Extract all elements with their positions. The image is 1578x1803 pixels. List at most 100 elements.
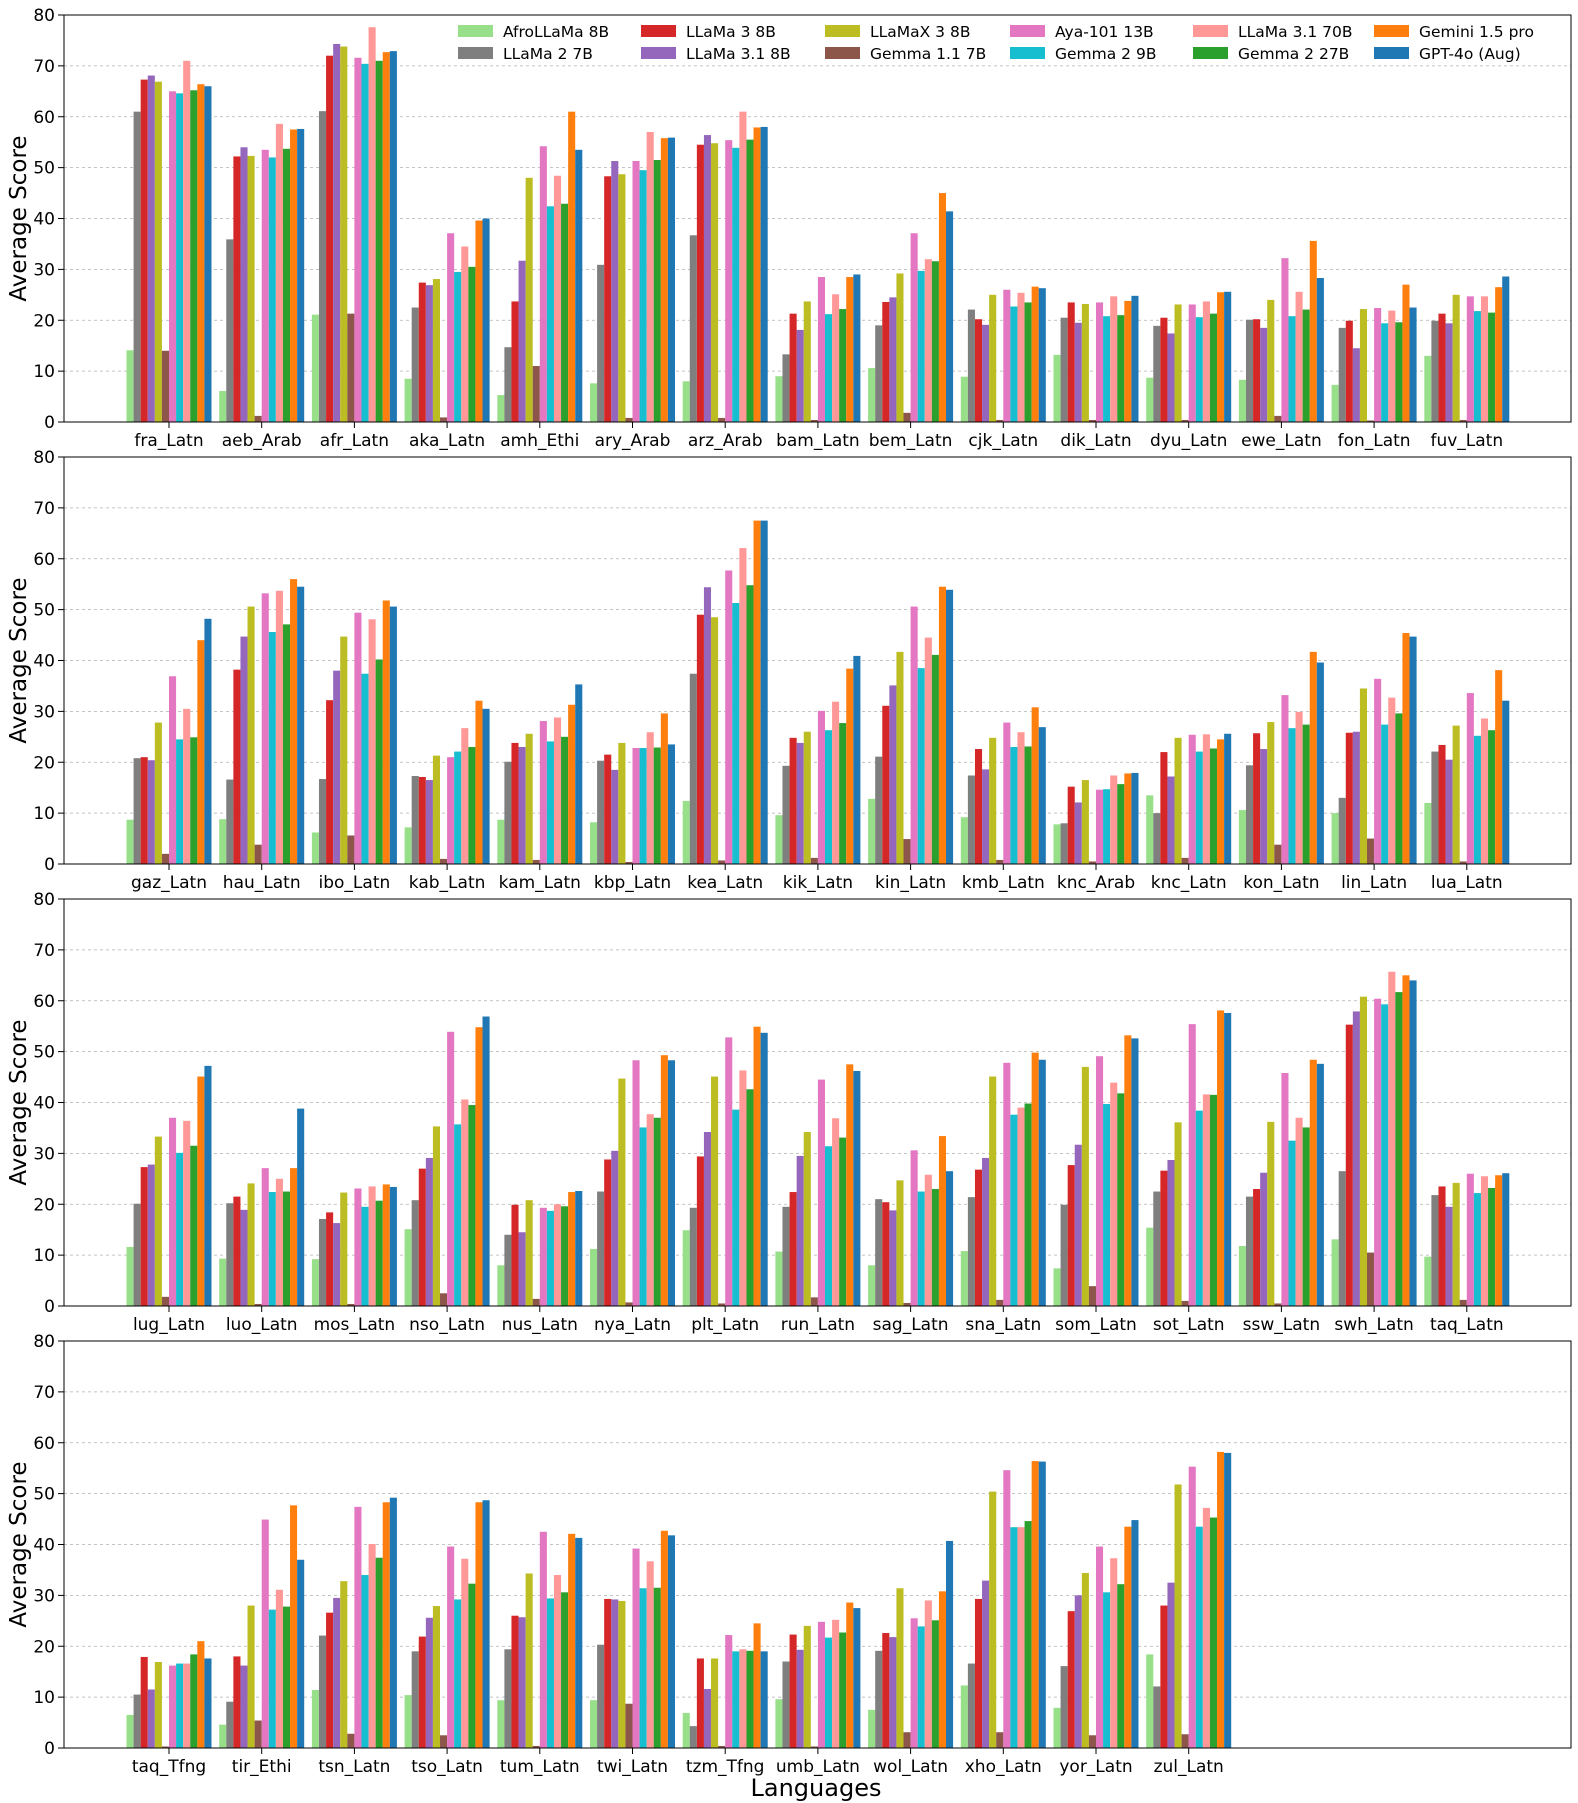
- bar-kea_Latn-llama-3-1-8b: [703, 587, 712, 864]
- bar-ary_Arab-gemma-2-9b: [639, 170, 647, 422]
- bar-dik_Latn-llamax-3-8b: [1081, 303, 1089, 422]
- legend-label: Gemma 2 9B: [1055, 45, 1156, 63]
- bar-sna_Latn-llama-2-7b: [967, 1197, 975, 1306]
- bar-amh_Ethi-gpt-4o-aug-: [575, 149, 583, 422]
- bar-aeb_Arab-gemma-1-1-7b: [254, 415, 262, 422]
- bar-kmb_Latn-gemma-2-9b: [1010, 746, 1018, 864]
- bar-nus_Latn-llama-3-8b: [511, 1204, 519, 1306]
- bar-lua_Latn-llama-3-1-8b: [1445, 759, 1453, 864]
- bar-sna_Latn-llama-3-1-70b: [1017, 1107, 1025, 1306]
- bar-taq_Latn-llamax-3-8b: [1452, 1182, 1460, 1306]
- bar-ewe_Latn-llamax-3-8b: [1267, 299, 1275, 422]
- bar-kea_Latn-gemma-1-1-7b: [718, 860, 726, 864]
- bar-swh_Latn-llamax-3-8b: [1359, 996, 1368, 1306]
- x-tick-label: aeb_Arab: [222, 431, 302, 451]
- bar-ary_Arab-llama-3-1-70b: [646, 132, 654, 422]
- bar-taq_Tfng-llama-2-7b: [133, 1694, 141, 1748]
- bar-bam_Latn-llamax-3-8b: [803, 301, 811, 422]
- bar-lin_Latn-gemma-1-1-7b: [1367, 838, 1375, 864]
- bar-tum_Latn-llama-2-7b: [504, 1649, 512, 1748]
- x-tick-label: kab_Latn: [409, 873, 486, 893]
- bar-lin_Latn-gemini-1-5-pro: [1402, 633, 1410, 864]
- bar-kik_Latn-llama-3-1-70b: [832, 701, 840, 864]
- bar-aeb_Arab-llamax-3-8b: [247, 155, 255, 423]
- bar-kin_Latn-afrollama-8b: [868, 798, 876, 864]
- bar-xho_Latn-gemma-2-27b: [1024, 1521, 1032, 1748]
- bar-aeb_Arab-llama-3-1-8b: [240, 147, 248, 422]
- bar-knc_Latn-gemini-1-5-pro: [1217, 739, 1225, 864]
- bar-plt_Latn-gpt-4o-aug-: [760, 1032, 768, 1306]
- bar-yor_Latn-llama-2-7b: [1060, 1666, 1068, 1748]
- bar-taq_Tfng-gpt-4o-aug-: [204, 1658, 212, 1748]
- bar-tir_Ethi-llama-2-7b: [226, 1701, 234, 1748]
- x-tick-label: amh_Ethi: [500, 431, 579, 451]
- bar-xho_Latn-llama-3-1-8b: [982, 1580, 990, 1748]
- bar-sot_Latn-gemma-1-1-7b: [1181, 1300, 1189, 1306]
- bar-dik_Latn-gpt-4o-aug-: [1131, 295, 1139, 422]
- x-tick-label: mos_Latn: [314, 1315, 396, 1335]
- bar-wol_Latn-gemma-1-1-7b: [903, 1732, 911, 1748]
- plot-frame: [63, 1340, 1572, 1749]
- bar-ibo_Latn-llama-2-7b: [318, 779, 327, 864]
- y-tick-label: 20: [33, 753, 55, 773]
- bar-kik_Latn-llama-2-7b: [782, 765, 790, 864]
- bar-knc_Latn-llama-2-7b: [1153, 813, 1161, 865]
- bar-fuv_Latn-llama-3-8b: [1438, 313, 1446, 422]
- chart-panel-4: 0 10 20 30 40 50 60 70 80 Average Score taq_Tfng ti…: [6, 1332, 1572, 1777]
- bar-nso_Latn-llama-2-7b: [411, 1200, 419, 1306]
- bar-afr_Latn-gpt-4o-aug-: [389, 51, 397, 423]
- bar-afr_Latn-llama-3-1-8b: [333, 44, 341, 422]
- bar-knc_Latn-gpt-4o-aug-: [1224, 733, 1232, 864]
- bar-taq_Tfng-llama-3-1-8b: [147, 1689, 155, 1748]
- x-tick-label: fuv_Latn: [1430, 431, 1503, 451]
- bar-run_Latn-gpt-4o-aug-: [853, 1070, 861, 1306]
- bar-kea_Latn-aya-101-13b: [725, 570, 733, 864]
- bar-swh_Latn-gpt-4o-aug-: [1409, 980, 1417, 1306]
- x-tick-label: tum_Latn: [500, 1757, 580, 1777]
- bar-swh_Latn-gemini-1-5-pro: [1402, 975, 1410, 1306]
- bar-kab_Latn-gpt-4o-aug-: [482, 708, 490, 864]
- bar-nso_Latn-gpt-4o-aug-: [482, 1016, 490, 1306]
- bar-nso_Latn-llama-3-8b: [418, 1168, 426, 1306]
- bar-kbp_Latn-llama-3-1-8b: [611, 769, 619, 864]
- bar-afr_Latn-gemma-2-27b: [375, 60, 383, 422]
- chart-panel-1: 0 10 20 30 40 50 60 70 80 Average Score fra_Latn ae…: [6, 6, 1572, 451]
- bar-aka_Latn-gemma-2-9b: [454, 271, 462, 422]
- bar-kam_Latn-gemma-2-27b: [561, 736, 569, 864]
- y-tick-label: 80: [33, 1332, 55, 1352]
- bar-taq_Tfng-llamax-3-8b: [154, 1662, 162, 1748]
- legend-label: Aya-101 13B: [1055, 23, 1154, 41]
- bar-wol_Latn-afrollama-8b: [868, 1709, 876, 1748]
- bar-gaz_Latn-gemini-1-5-pro: [197, 640, 205, 864]
- bar-nus_Latn-gemma-2-27b: [561, 1206, 569, 1306]
- bar-bem_Latn-gpt-4o-aug-: [946, 211, 954, 422]
- bar-kam_Latn-aya-101-13b: [539, 721, 547, 864]
- bar-aeb_Arab-gemini-1-5-pro: [290, 129, 298, 422]
- bar-amh_Ethi-llama-3-1-8b: [518, 260, 526, 422]
- bar-lug_Latn-llama-3-8b: [140, 1167, 148, 1306]
- bar-tzm_Tfng-llama-3-8b: [696, 1658, 704, 1748]
- bar-zul_Latn-llama-2-7b: [1153, 1686, 1161, 1748]
- bar-kik_Latn-gemini-1-5-pro: [846, 668, 854, 864]
- bar-kon_Latn-gpt-4o-aug-: [1316, 662, 1324, 864]
- bar-lug_Latn-afrollama-8b: [126, 1246, 134, 1306]
- bar-nso_Latn-gemma-1-1-7b: [440, 1293, 448, 1306]
- y-axis-title: Average Score: [6, 1019, 32, 1185]
- bar-ewe_Latn-gpt-4o-aug-: [1316, 278, 1324, 422]
- bar-amh_Ethi-llama-3-8b: [511, 301, 519, 422]
- bar-mos_Latn-gemma-2-27b: [375, 1200, 383, 1306]
- bar-nya_Latn-gemma-1-1-7b: [625, 1302, 633, 1306]
- x-tick-label: som_Latn: [1055, 1315, 1137, 1335]
- y-tick-label: 40: [33, 1536, 55, 1556]
- bar-lin_Latn-gpt-4o-aug-: [1409, 636, 1417, 864]
- bar-lug_Latn-gemma-2-27b: [190, 1145, 198, 1306]
- bar-gaz_Latn-aya-101-13b: [169, 676, 177, 864]
- bar-ewe_Latn-llama-3-1-70b: [1295, 291, 1303, 422]
- bar-hau_Latn-llama-3-8b: [233, 669, 241, 864]
- bar-xho_Latn-gemini-1-5-pro: [1031, 1461, 1039, 1748]
- legend-swatch: [1374, 47, 1409, 59]
- bar-kea_Latn-llama-2-7b: [689, 673, 697, 864]
- y-tick-label: 10: [33, 1688, 55, 1708]
- bar-fon_Latn-gemma-1-1-7b: [1367, 420, 1375, 422]
- bar-lug_Latn-gemma-1-1-7b: [161, 1296, 169, 1306]
